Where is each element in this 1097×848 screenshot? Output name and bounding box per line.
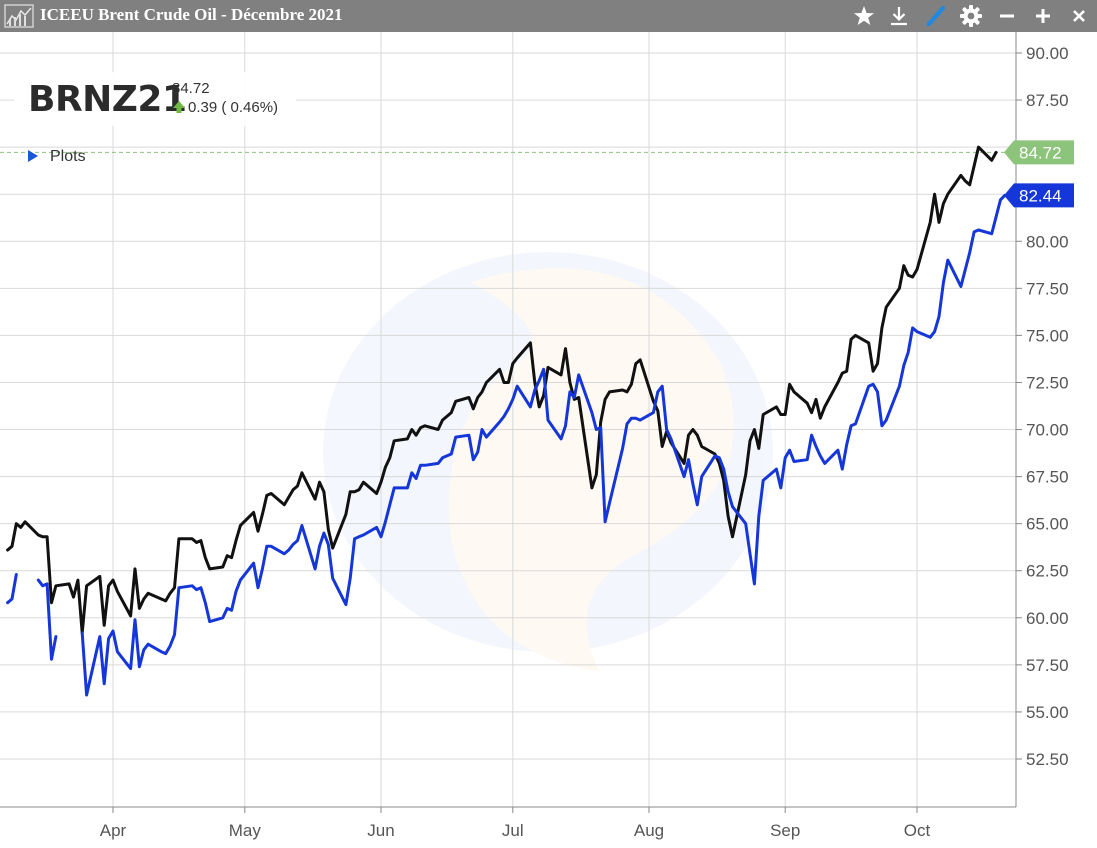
star-icon (854, 6, 874, 25)
x-tick-label: Sep (770, 821, 800, 840)
price-badges: 84.72 82.44 (1004, 140, 1074, 208)
price-badge (1004, 183, 1074, 208)
x-tick-label: Jun (367, 821, 394, 840)
y-tick-label: 62.50 (1026, 562, 1069, 581)
price-badge (1004, 140, 1074, 165)
x-tick-label: Apr (100, 821, 127, 840)
y-tick-label: 57.50 (1026, 656, 1069, 675)
y-tick-label: 52.50 (1026, 750, 1069, 769)
grid (0, 32, 1016, 807)
series-line-black (6, 145, 998, 635)
up-arrow-icon (173, 101, 185, 113)
y-tick-label: 72.50 (1026, 373, 1069, 392)
price-chart[interactable]: 52.50 55.00 57.50 60.00 62.50 65.00 67.50 70.00… (0, 32, 1097, 848)
y-tick-label: 77.50 (1026, 279, 1069, 298)
y-tick-label: 55.00 (1026, 703, 1069, 722)
chart-area[interactable]: 52.50 55.00 57.50 60.00 62.50 65.00 67.50 70.00… (0, 32, 1097, 848)
series-line-blue (6, 573, 18, 605)
chart-app-icon (4, 4, 34, 28)
plus-icon (1036, 9, 1050, 23)
plots-toggle[interactable]: Plots (28, 148, 86, 166)
favorite-button[interactable] (851, 3, 877, 29)
price-badge-label: 84.72 (1019, 143, 1062, 162)
draw-button[interactable] (922, 3, 948, 29)
x-tick-label: Jul (502, 821, 524, 840)
price-badge-label: 82.44 (1019, 186, 1062, 205)
window-title-bar: ICEEU Brent Crude Oil - Décembre 2021 (0, 0, 1097, 32)
window-title: ICEEU Brent Crude Oil - Décembre 2021 (40, 5, 343, 24)
y-tick-label: 70.00 (1026, 421, 1069, 440)
series (6, 145, 1007, 697)
symbol-label: BRNZ21 (28, 79, 187, 120)
x-tick-label: Oct (904, 821, 931, 840)
series-line-blue (36, 578, 58, 661)
quote-panel: BRNZ21 84.72 0.39 ( 0.46%) (14, 72, 296, 126)
settings-button[interactable] (958, 3, 984, 29)
plots-label: Plots (50, 148, 86, 165)
y-tick-label: 67.50 (1026, 468, 1069, 487)
chart-watermark (323, 252, 773, 672)
minus-icon (1000, 14, 1014, 18)
pencil-icon (926, 6, 945, 27)
download-button[interactable] (886, 3, 912, 29)
download-icon (891, 7, 907, 26)
close-icon (1073, 10, 1085, 22)
y-tick-label: 60.00 (1026, 609, 1069, 628)
close-button[interactable] (1066, 3, 1092, 29)
axes: 52.50 55.00 57.50 60.00 62.50 65.00 67.50 70.00… (0, 32, 1069, 840)
gear-icon (960, 5, 982, 27)
y-tick-label: 65.00 (1026, 515, 1069, 534)
maximize-button[interactable] (1030, 3, 1056, 29)
x-tick-label: Aug (634, 821, 664, 840)
x-tick-label: May (229, 821, 262, 840)
y-tick-label: 90.00 (1026, 44, 1069, 63)
last-price: 84.72 (172, 80, 210, 97)
y-tick-label: 80.00 (1026, 232, 1069, 251)
expand-triangle-icon (28, 150, 38, 162)
price-change: 0.39 ( 0.46%) (172, 99, 278, 116)
y-tick-label: 75.00 (1026, 326, 1069, 345)
minimize-button[interactable] (994, 3, 1020, 29)
y-tick-label: 87.50 (1026, 91, 1069, 110)
series-line-blue (80, 193, 1007, 697)
price-change-value: 0.39 ( 0.46%) (188, 99, 279, 116)
